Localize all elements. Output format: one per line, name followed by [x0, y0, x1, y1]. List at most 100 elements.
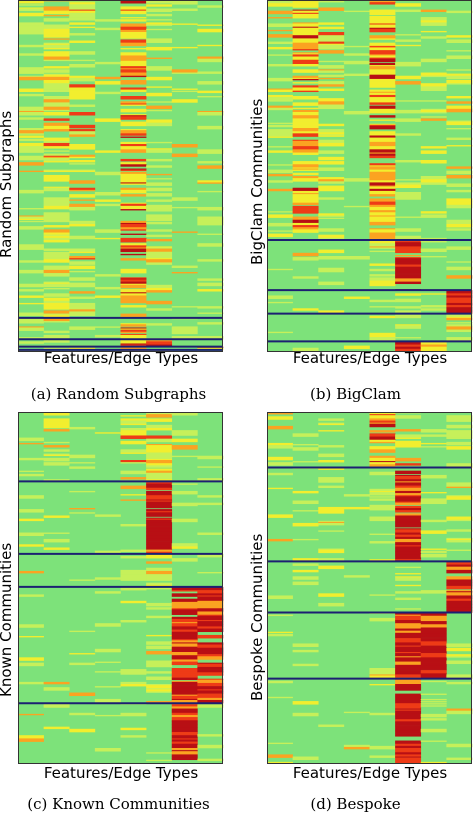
heatmap-cell — [146, 492, 173, 495]
heatmap-cell — [146, 528, 173, 532]
heatmap-cell — [318, 60, 345, 63]
heatmap-cell — [146, 66, 173, 70]
heatmap-cell — [395, 554, 422, 559]
heatmap-cell — [43, 44, 70, 49]
heatmap-cell — [369, 119, 396, 121]
heatmap-cell — [420, 83, 447, 87]
heatmap-cell — [120, 620, 147, 623]
heatmap-cell — [420, 643, 447, 646]
heatmap-cell — [446, 120, 473, 122]
heatmap-cell — [267, 742, 293, 745]
heatmap-cell — [446, 708, 473, 711]
heatmap-cell — [420, 637, 447, 639]
heatmap-cell — [343, 296, 370, 299]
heatmap-cell — [318, 520, 345, 523]
heatmap-cell — [292, 29, 319, 32]
heatmap-cell — [171, 668, 198, 672]
heatmap-cell — [446, 145, 473, 147]
heatmap-cell — [43, 302, 70, 307]
heatmap-cell — [120, 524, 147, 527]
heatmap-cell — [146, 217, 173, 222]
heatmap-cell — [369, 92, 396, 96]
heatmap-cell — [369, 115, 396, 118]
heatmap-cell — [120, 129, 147, 131]
heatmap-cell — [395, 534, 422, 538]
heatmap-cell — [69, 203, 96, 208]
heatmap-cell — [120, 248, 147, 253]
heatmap-cell — [395, 733, 422, 736]
heatmap-cell — [69, 302, 96, 306]
heatmap-cell — [120, 104, 147, 106]
heatmap-cell — [146, 494, 173, 496]
heatmap-cell — [318, 104, 345, 107]
heatmap-cell — [120, 669, 147, 672]
heatmap-cell — [446, 266, 473, 270]
heatmap-cell — [94, 199, 121, 202]
heatmap-cell — [43, 109, 70, 112]
heatmap-cell — [369, 471, 396, 476]
heatmap-cell — [292, 712, 319, 717]
heatmap-cell — [120, 499, 147, 501]
heatmap-cell — [43, 199, 70, 201]
heatmap-cell — [43, 18, 70, 22]
heatmap-cell — [18, 88, 44, 93]
heatmap-cell — [120, 671, 147, 675]
heatmap-cell — [69, 309, 96, 312]
heatmap-cell — [318, 530, 345, 532]
heatmap-cell — [369, 250, 396, 253]
heatmap-cell — [146, 19, 173, 21]
heatmap-frame — [18, 0, 223, 352]
heatmap-cell — [267, 23, 293, 27]
heatmap-cell — [395, 324, 422, 326]
heatmap-cell — [120, 39, 147, 43]
heatmap-cell — [318, 213, 345, 216]
heatmap-cell — [146, 451, 173, 453]
heatmap-cell — [94, 432, 121, 434]
heatmap-cell — [43, 129, 70, 132]
heatmap-cell — [18, 437, 44, 442]
heatmap-cell — [395, 700, 422, 704]
heatmap-cell — [43, 200, 70, 205]
heatmap-cell — [267, 108, 293, 111]
heatmap-cell — [43, 237, 70, 241]
heatmap-cell — [197, 590, 224, 593]
heatmap-cell — [69, 16, 96, 18]
heatmap-cell — [146, 173, 173, 176]
heatmap-cell — [120, 349, 147, 352]
heatmap-cell — [18, 544, 44, 547]
heatmap-cell — [18, 218, 44, 221]
heatmap-cell — [197, 611, 224, 615]
heatmap-cell — [395, 348, 422, 351]
heatmap-cell — [171, 724, 198, 729]
heatmap-cell — [171, 618, 198, 623]
heatmap-cell — [18, 636, 44, 638]
heatmap-cell — [420, 347, 447, 352]
heatmap-cell — [18, 26, 44, 31]
heatmap-cell — [420, 761, 447, 764]
heatmap-cell — [395, 521, 422, 524]
heatmap-cell — [318, 479, 345, 481]
heatmap-cell — [446, 647, 473, 652]
heatmap-cell — [420, 673, 447, 676]
heatmap-cell — [369, 315, 396, 319]
heatmap-cell — [292, 38, 319, 41]
heatmap-cell — [446, 189, 473, 193]
heatmap-cell — [267, 425, 293, 430]
heatmap-cell — [267, 94, 293, 98]
heatmap-cell — [446, 310, 473, 312]
heatmap-cell — [197, 644, 224, 649]
heatmap-cell — [120, 735, 147, 738]
heatmap-cell — [395, 679, 422, 682]
heatmap-cell — [369, 210, 396, 212]
heatmap-cell — [318, 156, 345, 161]
heatmap-cell — [369, 42, 396, 47]
heatmap-cell — [343, 256, 370, 260]
heatmap-cell — [446, 538, 473, 541]
heatmap-cell — [120, 81, 147, 83]
heatmap-cell — [146, 484, 173, 489]
heatmap-cell — [446, 540, 473, 543]
heatmap-cell — [395, 660, 422, 662]
heatmap-cell — [267, 136, 293, 138]
heatmap-cell — [395, 743, 422, 747]
heatmap-cell — [267, 105, 293, 109]
